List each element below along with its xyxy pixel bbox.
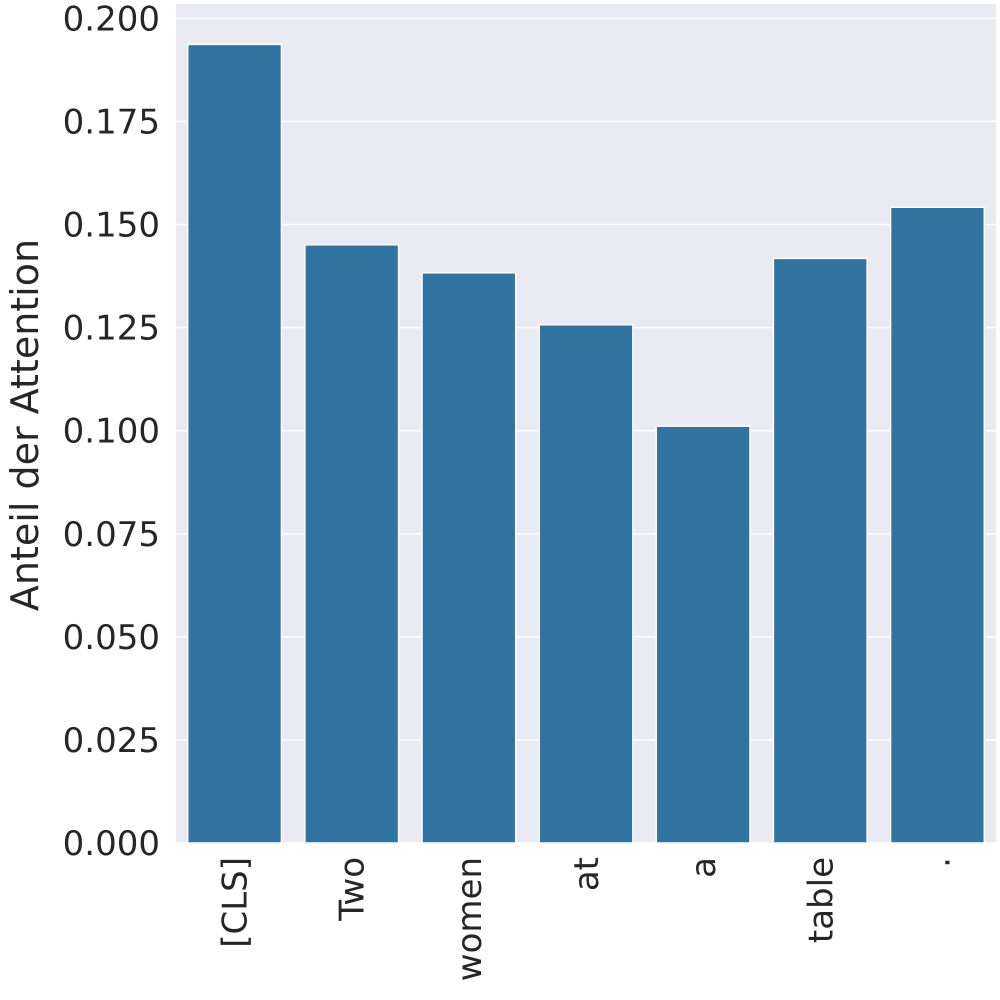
y-tick-label: 0.150 xyxy=(63,206,160,246)
x-tick-labels: [CLS] Two women at a table. xyxy=(216,857,959,981)
y-tick-label: 0.175 xyxy=(63,103,160,143)
y-tick-label: 0.125 xyxy=(63,309,160,349)
bar-6 xyxy=(889,206,986,844)
x-tick-label: [CLS] xyxy=(216,857,256,948)
bar-4 xyxy=(655,425,751,844)
x-tick-label: women xyxy=(450,857,490,981)
y-tick-label: 0.050 xyxy=(63,618,160,658)
bar-2 xyxy=(421,272,517,844)
x-tick-label: table xyxy=(801,857,841,943)
y-tick-labels: 0.000 0.025 0.050 0.075 0.100 0.125 0.150 0.175… xyxy=(63,0,160,864)
y-tick-label: 0.200 xyxy=(63,0,160,39)
x-tick-label: Two xyxy=(333,857,373,922)
x-tick-label: a xyxy=(684,857,724,878)
x-tick-label: . xyxy=(918,857,958,868)
bar-0 xyxy=(186,43,283,844)
y-tick-label: 0.000 xyxy=(63,824,160,864)
y-tick-label: 0.025 xyxy=(63,721,160,761)
y-axis-title: Anteil der Attention xyxy=(3,239,47,611)
y-tick-label: 0.100 xyxy=(63,412,160,452)
y-tick-label: 0.075 xyxy=(63,515,160,555)
bar-1 xyxy=(304,244,400,844)
x-tick-label: at xyxy=(567,857,607,891)
bars xyxy=(186,43,986,844)
bar-3 xyxy=(538,324,634,844)
bar-5 xyxy=(772,257,868,844)
